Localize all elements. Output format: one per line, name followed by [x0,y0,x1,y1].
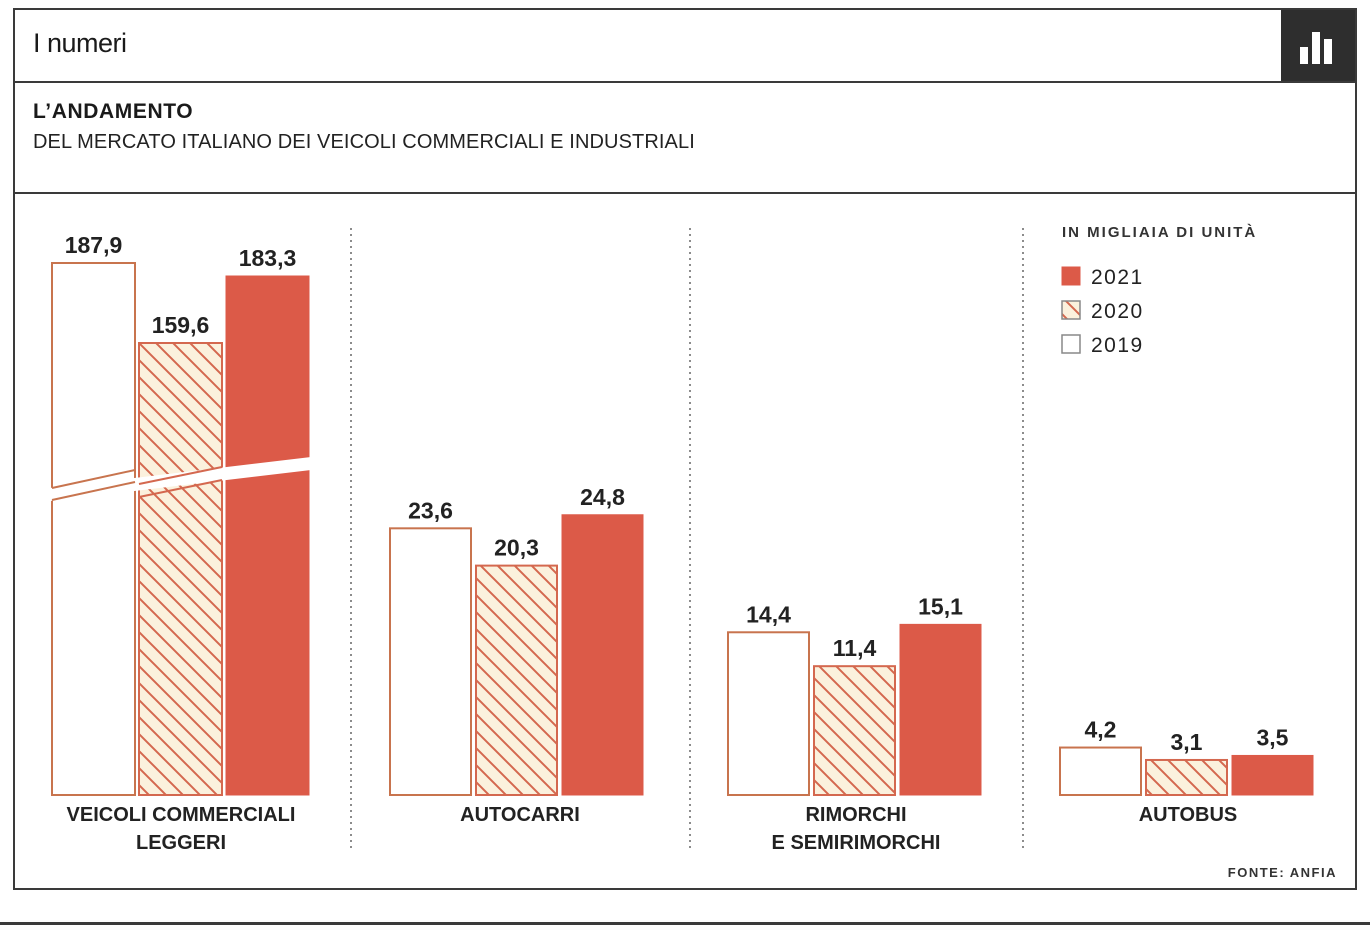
legend-swatch-2019 [1061,334,1081,354]
chart-title: L’ANDAMENTO [33,100,194,123]
bar-2019-0 [51,262,136,796]
legend-title: IN MIGLIAIA DI UNITÀ [1062,224,1257,241]
data-label: 183,3 [239,245,297,271]
legend-label: 2020 [1091,300,1144,323]
chart-subtitle: DEL MERCATO ITALIANO DEI VEICOLI COMMERC… [33,131,695,153]
data-label: 14,4 [746,601,791,627]
page-title: I numeri [33,28,127,58]
data-label: 23,6 [408,497,453,523]
bottom-rule [0,922,1370,925]
bar-2021-1 [561,514,644,796]
bar-2020-2 [813,665,896,796]
bar-2021-0 [225,275,310,796]
legend-label: 2019 [1091,334,1144,357]
bar-2020-0 [138,342,223,796]
category-label: LEGGERI [136,832,226,854]
data-label: 187,9 [65,232,123,258]
data-label: 11,4 [833,635,877,661]
data-label: 3,1 [1171,729,1203,755]
bar-2019-2 [727,631,810,797]
data-label: 20,3 [494,535,539,561]
bar-2021-3 [1231,754,1314,796]
data-label: 4,2 [1085,717,1117,743]
bar-2020-3 [1145,758,1228,796]
axis-break [50,457,311,501]
bar-2021-2 [899,623,982,796]
legend-label: 2021 [1091,266,1144,289]
bar-2019-1 [389,527,472,796]
legend-swatch-2021 [1061,266,1081,286]
axis-break-edge [138,466,223,485]
category-label: E SEMIRIMORCHI [772,832,941,854]
legend-swatch-2020 [1061,300,1081,320]
source-note: FONTE: ANFIA [1228,865,1337,880]
axis-break-edge [51,481,136,501]
category-label: AUTOBUS [1139,804,1238,826]
axis-break-edge [51,469,136,489]
chart-heading: L’ANDAMENTO DEL MERCATO ITALIANO DEI VEI… [15,83,1355,194]
data-label: 15,1 [918,593,963,619]
data-label: 24,8 [580,484,625,510]
category-label: RIMORCHI [805,804,906,826]
bar-2020-1 [475,564,558,796]
data-label: 159,6 [152,312,210,338]
data-label: 3,5 [1257,724,1289,750]
header-bar: I numeri [15,10,1355,83]
category-label: AUTOCARRI [460,804,580,826]
bar-chart-icon [1281,10,1355,81]
category-label: VEICOLI COMMERCIALI [67,804,296,826]
bar-2019-3 [1059,746,1142,796]
axis-break-edge [138,479,223,498]
